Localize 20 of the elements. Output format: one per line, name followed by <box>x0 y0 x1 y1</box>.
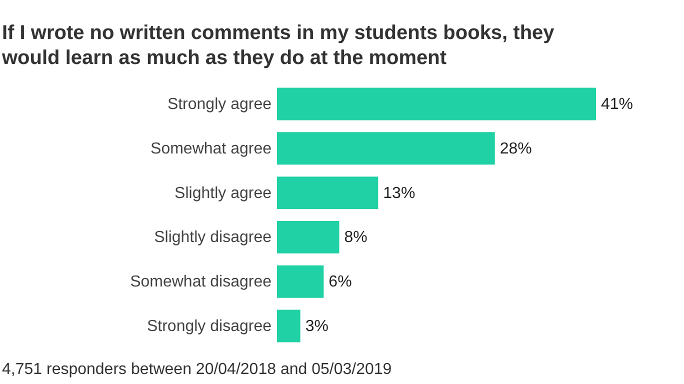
y-tick-label: Strongly agree <box>167 96 272 113</box>
y-tick-label: Somewhat agree <box>150 140 272 158</box>
bar <box>277 88 596 120</box>
data-label: 3% <box>305 318 328 336</box>
y-tick-label: Slightly disagree <box>154 229 272 246</box>
chart-title: If I wrote no written comments in my students books, they would learn as much as they do at the moment <box>1 22 556 69</box>
bar <box>277 132 495 165</box>
data-label: 41% <box>601 96 634 113</box>
bar <box>277 176 378 210</box>
data-label: 28% <box>500 140 532 158</box>
bar <box>277 310 300 342</box>
text: 4,751 responders between 20/04/2018 and 05/03/2019 <box>2 361 392 378</box>
y-tick-label: Somewhat disagree <box>130 274 272 291</box>
bar <box>277 265 324 298</box>
data-label: 13% <box>383 184 416 202</box>
y-tick-label: Slightly agree <box>174 184 272 202</box>
y-tick-label: Strongly disagree <box>146 318 272 336</box>
data-label: 6% <box>328 274 352 291</box>
data-label: 8% <box>344 229 368 246</box>
bar <box>277 220 340 254</box>
